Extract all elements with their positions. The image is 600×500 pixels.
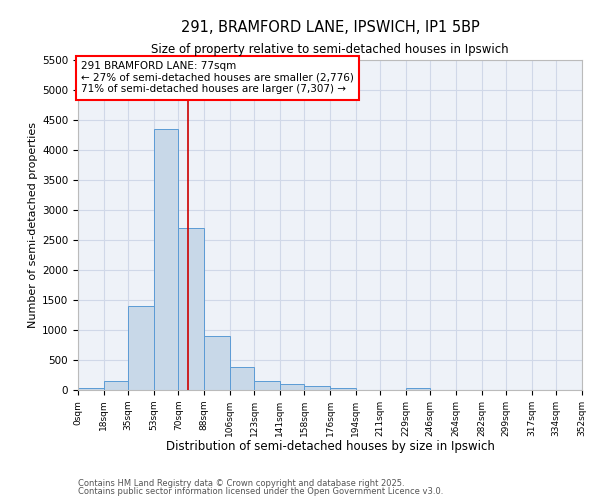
Bar	[78, 388, 104, 390]
Bar	[280, 384, 304, 390]
Bar	[178, 228, 204, 390]
Bar	[230, 366, 254, 390]
Bar	[154, 129, 178, 390]
Bar	[128, 306, 154, 390]
Text: Size of property relative to semi-detached houses in Ipswich: Size of property relative to semi-detach…	[151, 42, 509, 56]
Text: 291 BRAMFORD LANE: 77sqm
← 27% of semi-detached houses are smaller (2,776)
71% o: 291 BRAMFORD LANE: 77sqm ← 27% of semi-d…	[81, 61, 354, 94]
Bar	[104, 381, 128, 390]
Bar	[254, 381, 280, 390]
Bar	[304, 386, 330, 390]
Text: Contains public sector information licensed under the Open Government Licence v3: Contains public sector information licen…	[78, 487, 443, 496]
Bar	[330, 388, 356, 390]
Text: Contains HM Land Registry data © Crown copyright and database right 2025.: Contains HM Land Registry data © Crown c…	[78, 478, 404, 488]
X-axis label: Distribution of semi-detached houses by size in Ipswich: Distribution of semi-detached houses by …	[166, 440, 494, 454]
Text: 291, BRAMFORD LANE, IPSWICH, IP1 5BP: 291, BRAMFORD LANE, IPSWICH, IP1 5BP	[181, 20, 479, 35]
Bar	[406, 388, 430, 390]
Y-axis label: Number of semi-detached properties: Number of semi-detached properties	[28, 122, 38, 328]
Bar	[204, 336, 230, 390]
